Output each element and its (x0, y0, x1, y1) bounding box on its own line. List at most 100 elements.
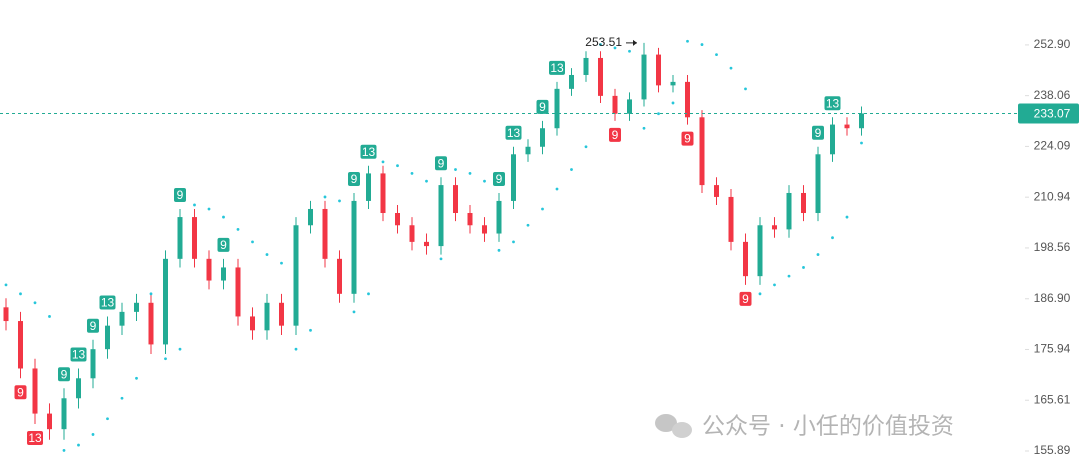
sar-dot (178, 347, 182, 351)
candle-body (641, 54, 647, 100)
signal-badge (27, 430, 43, 445)
candle-body (859, 113, 864, 129)
sar-dot (193, 203, 196, 207)
watermark-icon (672, 422, 692, 438)
sar-dot (584, 145, 588, 149)
candle-body (438, 185, 444, 247)
sar-dot (106, 417, 109, 421)
signal-label: 13 (550, 61, 564, 75)
sar-dot (468, 172, 472, 175)
signal-label: 9 (351, 172, 358, 186)
candle-body (728, 196, 734, 242)
sar-dot (309, 328, 312, 332)
sar-dot (744, 87, 747, 91)
y-tick-label: 198.56 (1034, 240, 1071, 254)
sar-dot (802, 266, 805, 269)
sar-dot (686, 39, 689, 43)
candle-body (148, 302, 154, 345)
sar-dot (773, 283, 776, 287)
max-arrow-head (633, 39, 637, 46)
signal-badge (70, 347, 87, 362)
candle-body (221, 267, 226, 281)
signal-label: 9 (90, 319, 97, 333)
sar-dot (715, 53, 718, 56)
sar-dot (700, 43, 704, 46)
sar-dot (613, 46, 617, 50)
sar-dot (265, 253, 269, 256)
y-tick-label: 165.61 (1034, 392, 1071, 406)
signal-label: 13 (826, 96, 840, 110)
y-tick-label: 238.06 (1034, 88, 1071, 102)
candle-body (511, 154, 516, 201)
candle-body (612, 95, 618, 114)
candle-body (598, 57, 603, 96)
candle-body (830, 124, 835, 155)
sar-dot (483, 179, 486, 183)
signal-label: 13 (507, 126, 521, 140)
sar-dot (4, 283, 8, 287)
candle-body (699, 117, 705, 186)
sar-dot (33, 301, 37, 305)
sar-dot (671, 101, 675, 105)
signal-label: 9 (438, 156, 445, 170)
signal-badge (609, 127, 621, 142)
candle-body (786, 192, 792, 230)
candle-body (757, 225, 763, 277)
sar-dot (120, 396, 124, 400)
candle-body (235, 267, 241, 317)
candle-body (250, 316, 255, 331)
candle-body (569, 74, 574, 89)
sar-dot (323, 195, 327, 199)
sar-dot (338, 199, 341, 203)
last-price-badge (1018, 103, 1079, 124)
signal-badge (536, 99, 549, 114)
candle-body (192, 217, 197, 259)
sar-dot (62, 449, 66, 452)
sar-dot (555, 187, 559, 191)
candle-body (134, 302, 139, 312)
candle-body (279, 302, 284, 326)
candle-body (554, 88, 560, 129)
candle-body (424, 241, 429, 247)
candle-body (90, 349, 96, 379)
candle-body (351, 200, 357, 294)
signal-label: 9 (61, 367, 68, 381)
sar-dot (657, 112, 660, 116)
y-tick-label: 155.89 (1034, 443, 1071, 457)
candle-body (496, 200, 502, 234)
sar-dot (599, 43, 602, 46)
y-tick-label: 252.90 (1034, 37, 1071, 51)
sar-dot (454, 168, 457, 171)
signal-badge (58, 367, 70, 382)
candle-body (264, 302, 270, 331)
candle-body (844, 124, 850, 129)
sar-dot (396, 164, 399, 168)
candle-body (105, 325, 110, 350)
y-tick-label: 186.90 (1034, 291, 1071, 305)
sar-dot (497, 248, 501, 252)
candle-body (714, 185, 719, 197)
candle-body (743, 241, 748, 277)
watermark-text: 公众号 · 小任的价值投资 (702, 414, 954, 440)
candle-body (627, 99, 632, 114)
signal-badge (435, 156, 447, 171)
y-tick-label: 175.94 (1034, 342, 1071, 356)
sar-dot (439, 257, 443, 261)
candle-body (409, 225, 415, 242)
sar-dot (642, 126, 646, 130)
candle-body (670, 81, 676, 86)
y-tick-label: 224.09 (1034, 139, 1071, 153)
signal-label: 9 (742, 292, 749, 306)
sar-dot (222, 215, 225, 219)
signal-badge (681, 131, 694, 146)
sar-dot (729, 66, 733, 70)
sar-dot (526, 223, 530, 227)
signal-label: 13 (28, 431, 42, 445)
candle-body (453, 185, 458, 214)
sar-dot (628, 49, 631, 53)
sar-dot (149, 292, 153, 296)
sar-dot (425, 179, 428, 183)
candle-body (177, 217, 183, 259)
last-price-label: 233.07 (1034, 107, 1071, 121)
